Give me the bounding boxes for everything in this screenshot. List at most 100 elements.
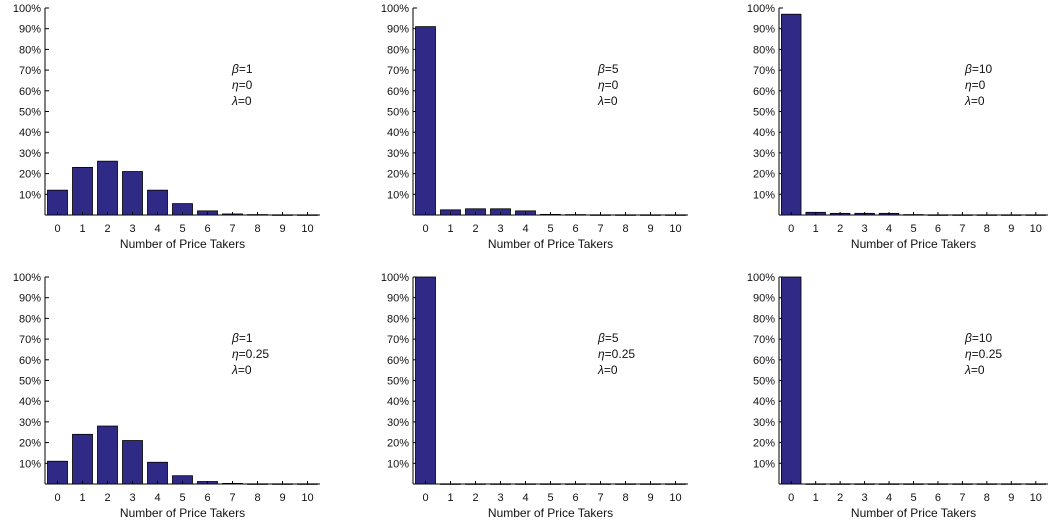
x-tick-label: 4 xyxy=(886,223,892,235)
y-tick-label: 80% xyxy=(753,44,775,56)
parameter-symbol: β xyxy=(597,331,605,345)
y-tick-label: 40% xyxy=(387,396,409,408)
y-tick-label: 80% xyxy=(387,44,409,56)
y-tick-label: 20% xyxy=(19,169,41,181)
parameter-value: =0 xyxy=(971,363,985,377)
parameter-symbol: β xyxy=(231,331,239,345)
y-tick-label: 60% xyxy=(19,86,41,98)
x-tick-label: 3 xyxy=(129,492,135,504)
y-tick-label: 70% xyxy=(387,65,409,77)
parameter-annotation: η=0 xyxy=(598,78,619,92)
y-tick-label: 80% xyxy=(753,313,775,325)
x-tick-label: 8 xyxy=(622,223,628,235)
y-tick-label: 50% xyxy=(19,107,41,119)
x-tick-label: 2 xyxy=(104,492,110,504)
bar-3 xyxy=(122,440,143,485)
parameter-value: =0 xyxy=(972,78,986,92)
x-tick-label: 5 xyxy=(547,223,553,235)
y-tick-label: 100% xyxy=(13,272,41,284)
y-tick-label: 90% xyxy=(19,293,41,305)
y-tick-label: 20% xyxy=(753,438,775,450)
parameter-value: =0 xyxy=(238,94,252,108)
bar-1 xyxy=(72,433,93,485)
parameter-annotation: β=10 xyxy=(964,331,993,345)
x-tick-label: 2 xyxy=(472,223,478,235)
bar-3 xyxy=(122,171,143,216)
x-tick-label: 10 xyxy=(669,223,681,235)
x-tick-label: 7 xyxy=(229,492,235,504)
x-tick-label: 6 xyxy=(935,223,941,235)
y-tick-label: 30% xyxy=(753,417,775,429)
x-tick-label: 6 xyxy=(204,492,210,504)
chart-panel-4: 10% 20% 30% 40% 50% 60% 70% 80% 90% 100% 0 1 2 3 4 5 6 7 8… xyxy=(13,272,320,520)
y-tick-label: 50% xyxy=(387,107,409,119)
bar-0 xyxy=(415,276,436,485)
y-tick-label: 50% xyxy=(753,107,775,119)
bar-4 xyxy=(147,461,168,485)
parameter-value: =0 xyxy=(239,78,253,92)
x-tick-label: 10 xyxy=(1030,223,1042,235)
x-tick-label: 1 xyxy=(79,492,85,504)
y-tick-label: 50% xyxy=(753,376,775,388)
y-tick-label: 10% xyxy=(387,189,409,201)
y-tick-label: 40% xyxy=(387,127,409,139)
parameter-value: =0.25 xyxy=(239,347,270,361)
parameter-symbol: η xyxy=(598,347,605,361)
chart-panel-3: 10% 20% 30% 40% 50% 60% 70% 80% 90% 100% 0 1 2 3 4 5 6 7 8… xyxy=(747,3,1048,251)
x-axis-label: Number of Price Takers xyxy=(488,237,613,251)
parameter-annotation: λ=0 xyxy=(597,363,618,377)
x-tick-label: 0 xyxy=(422,492,428,504)
x-tick-label: 5 xyxy=(910,223,916,235)
x-tick-label: 9 xyxy=(1008,223,1014,235)
parameter-symbol: λ xyxy=(231,94,238,108)
x-tick-label: 3 xyxy=(497,223,503,235)
x-tick-label: 6 xyxy=(572,492,578,504)
x-tick-label: 9 xyxy=(647,223,653,235)
y-tick-label: 60% xyxy=(753,86,775,98)
y-tick-label: 20% xyxy=(387,438,409,450)
x-tick-label: 8 xyxy=(254,492,260,504)
bar-1 xyxy=(72,166,93,216)
x-axis-label: Number of Price Takers xyxy=(488,506,613,520)
y-tick-label: 80% xyxy=(19,313,41,325)
y-tick-label: 70% xyxy=(19,334,41,346)
x-tick-label: 9 xyxy=(1008,492,1014,504)
x-tick-label: 0 xyxy=(788,223,794,235)
x-tick-label: 4 xyxy=(886,492,892,504)
y-tick-label: 70% xyxy=(19,65,41,77)
y-tick-label: 90% xyxy=(387,24,409,36)
x-tick-label: 8 xyxy=(254,223,260,235)
x-tick-label: 5 xyxy=(910,492,916,504)
parameter-value: =5 xyxy=(605,331,619,345)
parameter-symbol: η xyxy=(965,78,972,92)
chart-panel-6: 10% 20% 30% 40% 50% 60% 70% 80% 90% 100% 0 1 2 3 4 5 6 7 8… xyxy=(747,272,1048,520)
bar-0 xyxy=(781,276,802,485)
y-tick-label: 10% xyxy=(753,458,775,470)
y-tick-label: 100% xyxy=(747,272,775,284)
y-tick-label: 30% xyxy=(19,148,41,160)
y-tick-label: 10% xyxy=(387,458,409,470)
bar-0 xyxy=(47,189,68,216)
y-tick-label: 30% xyxy=(387,148,409,160)
y-tick-label: 20% xyxy=(387,169,409,181)
parameter-annotation: λ=0 xyxy=(964,363,985,377)
parameter-value: =0 xyxy=(604,363,618,377)
x-axis-label: Number of Price Takers xyxy=(851,506,976,520)
x-tick-label: 10 xyxy=(669,492,681,504)
x-axis-label: Number of Price Takers xyxy=(120,237,245,251)
parameter-value: =1 xyxy=(239,62,253,76)
parameter-annotation: β=1 xyxy=(231,331,253,345)
parameter-symbol: λ xyxy=(597,94,604,108)
parameter-symbol: β xyxy=(964,62,972,76)
x-tick-label: 0 xyxy=(54,492,60,504)
x-tick-label: 9 xyxy=(279,492,285,504)
parameter-symbol: η xyxy=(965,347,972,361)
chart-panel-2: 10% 20% 30% 40% 50% 60% 70% 80% 90% 100% 0 1 2 3 4 5 6 7 8… xyxy=(381,3,688,251)
y-tick-label: 40% xyxy=(19,127,41,139)
y-tick-label: 10% xyxy=(19,458,41,470)
parameter-value: =0.25 xyxy=(972,347,1003,361)
x-tick-label: 5 xyxy=(179,492,185,504)
y-tick-label: 50% xyxy=(19,376,41,388)
y-tick-label: 100% xyxy=(13,3,41,15)
parameter-annotation: η=0 xyxy=(965,78,986,92)
